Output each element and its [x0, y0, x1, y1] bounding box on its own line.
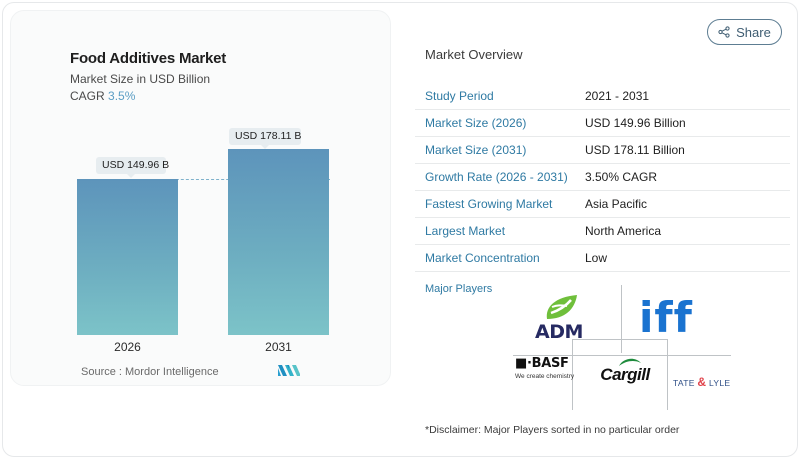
divider [572, 339, 668, 340]
overview-row-market-size-2026: Market Size (2026) USD 149.96 Billion [415, 110, 790, 137]
overview-key: Largest Market [425, 224, 506, 238]
overview-value: USD 178.11 Billion [585, 143, 685, 157]
bar-label-2031: USD 178.11 B [229, 128, 301, 149]
cargill-text: Cargill [600, 365, 650, 384]
cargill-logo: Cargill [595, 357, 655, 385]
overview-row-fastest-growing: Fastest Growing Market Asia Pacific [415, 191, 790, 218]
major-players-title: Major Players [425, 283, 493, 295]
overview-value: 3.50% CAGR [585, 170, 658, 184]
basf-tagline: We create chemistry [515, 373, 575, 380]
x-tick-2031: 2031 [265, 340, 292, 354]
adm-text: ADM [535, 321, 583, 343]
overview-value: 2021 - 2031 [585, 89, 650, 103]
adm-leaf-icon [546, 295, 577, 319]
iff-logo: iff [639, 293, 693, 342]
chart-title: Food Additives Market [70, 50, 227, 67]
market-overview-table: Study Period 2021 - 2031 Market Size (20… [415, 83, 790, 272]
divider [621, 285, 622, 353]
mordor-intelligence-logo-icon [278, 365, 300, 376]
bar-2026[interactable] [77, 179, 178, 335]
divider [667, 339, 668, 410]
share-icon [718, 26, 730, 38]
x-tick-2026: 2026 [114, 340, 141, 354]
overview-key: Study Period [425, 89, 494, 103]
basf-mark: ■·BASF [515, 356, 569, 371]
overview-value: North America [585, 224, 662, 238]
overview-key: Fastest Growing Market [425, 197, 553, 211]
chart-subtitle: Market Size in USD Billion [70, 72, 211, 86]
overview-key: Market Size (2026) [425, 116, 527, 130]
overview-value: Asia Pacific [585, 197, 648, 211]
overview-row-growth-rate: Growth Rate (2026 - 2031) 3.50% CAGR [415, 164, 790, 191]
source-text: Source : Mordor Intelligence [81, 366, 219, 378]
major-players-logos: ADM iff ■·BASF We create chemistry Cargi… [505, 285, 735, 410]
bar-2031[interactable] [228, 149, 329, 335]
share-label: Share [736, 24, 771, 40]
chart-cagr: CAGR 3.5% [70, 89, 135, 103]
lyle-text: LYLE [708, 378, 731, 388]
share-button[interactable]: Share [707, 19, 782, 45]
ampersand-icon: & [697, 375, 707, 389]
cagr-value: 3.5% [108, 89, 136, 103]
basf-logo: ■·BASF We create chemistry [515, 356, 585, 380]
adm-logo: ADM [535, 293, 595, 343]
overview-row-largest-market: Largest Market North America [415, 218, 790, 245]
overview-value: Low [585, 251, 608, 265]
overview-value: USD 149.96 Billion [585, 116, 686, 130]
bar-label-2026: USD 149.96 B [96, 157, 169, 178]
overview-row-market-size-2031: Market Size (2031) USD 178.11 Billion [415, 137, 790, 164]
bar-chart: USD 149.96 B USD 178.11 B 2026 2031 [0, 0, 400, 400]
divider [513, 355, 731, 356]
overview-key: Market Size (2031) [425, 143, 527, 157]
overview-key: Growth Rate (2026 - 2031) [425, 170, 568, 184]
market-overview-title: Market Overview [425, 47, 523, 62]
disclaimer-text: *Disclaimer: Major Players sorted in no … [425, 424, 680, 436]
overview-row-concentration: Market Concentration Low [415, 245, 790, 272]
overview-row-study-period: Study Period 2021 - 2031 [415, 83, 790, 110]
reference-line [80, 179, 330, 180]
divider [572, 339, 573, 410]
cagr-label: CAGR [70, 89, 105, 103]
tate-lyle-logo: TATE & LYLE [673, 375, 730, 389]
tate-text: TATE [673, 378, 695, 388]
overview-key: Market Concentration [425, 251, 540, 265]
cargill-leaf-icon [619, 358, 641, 366]
